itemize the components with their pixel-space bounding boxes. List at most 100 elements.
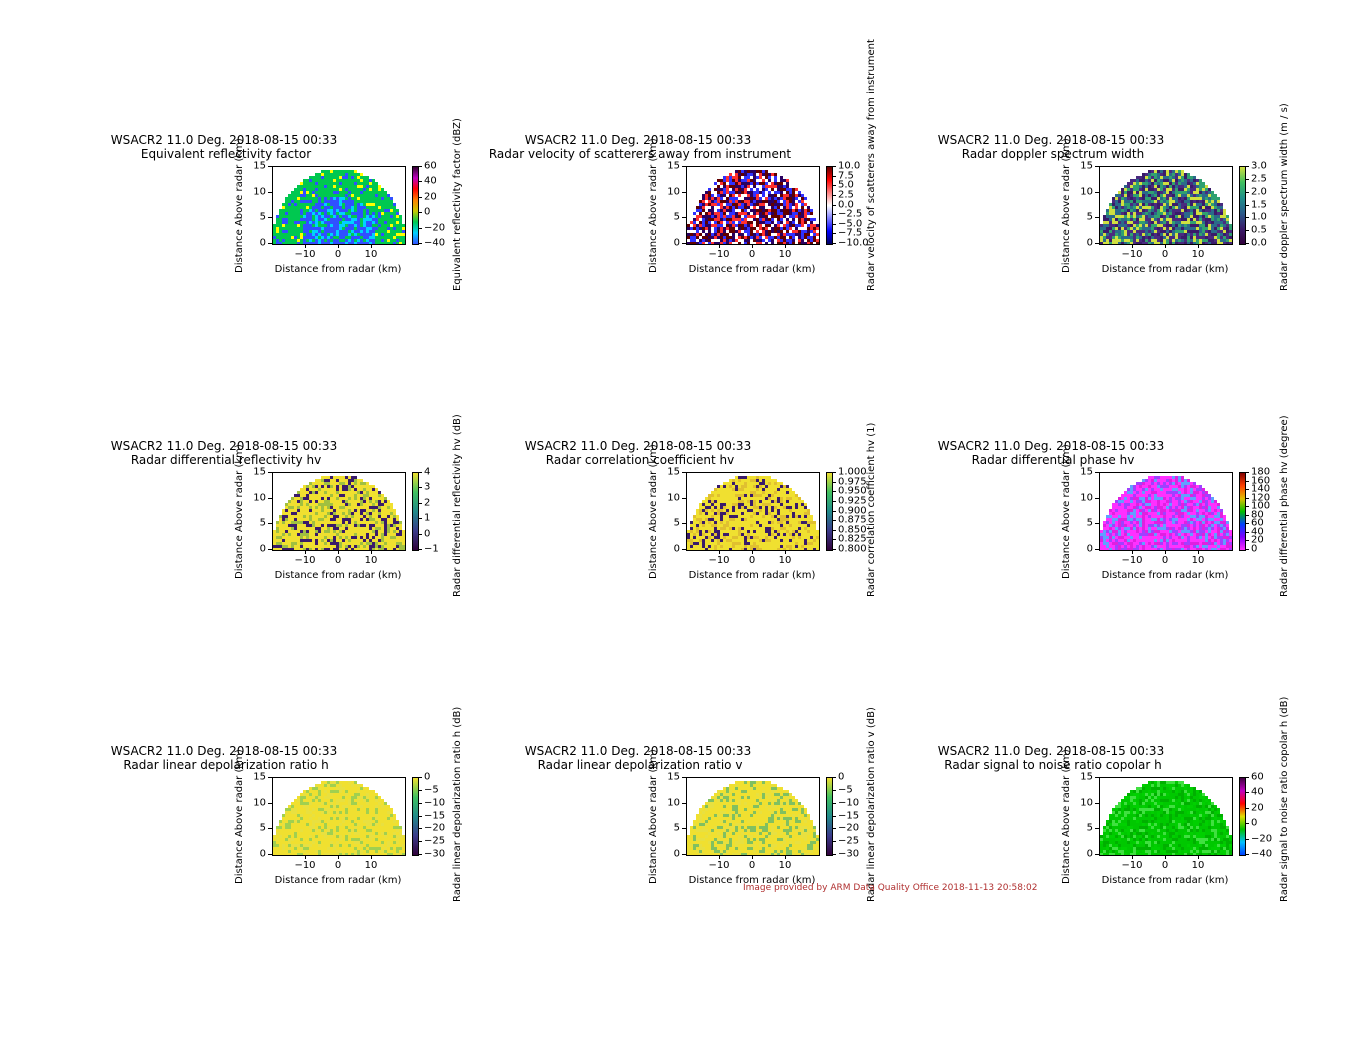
x-tick-mark xyxy=(1165,550,1166,554)
colorbar-tick-mark xyxy=(1246,489,1249,490)
x-tick-label: 10 xyxy=(779,249,792,260)
radar-scan-image xyxy=(1100,778,1232,855)
x-tick-label: 0 xyxy=(1162,249,1168,260)
x-tick-mark xyxy=(785,855,786,859)
y-tick-label: 15 xyxy=(656,772,680,783)
x-tick-label: 10 xyxy=(365,249,378,260)
x-tick-label: −10 xyxy=(708,249,729,260)
y-tick-label: 5 xyxy=(242,518,266,529)
colorbar-tick-mark xyxy=(1246,515,1249,516)
x-tick-mark xyxy=(785,244,786,248)
y-tick-label: 5 xyxy=(1069,823,1093,834)
y-tick-label: 10 xyxy=(242,492,266,503)
x-tick-label: 0 xyxy=(1162,555,1168,566)
colorbar-tick-label: −20 xyxy=(1251,833,1272,844)
x-tick-label: 0 xyxy=(749,249,755,260)
heatmap-plot-area xyxy=(272,166,406,245)
panel-subtitle: Radar differential phase hv xyxy=(972,453,1135,467)
panel-title: WSACR2 11.0 Deg. 2018-08-15 00:33 xyxy=(938,439,1164,453)
colorbar-label: Radar doppler spectrum width (m / s) xyxy=(1279,103,1290,291)
x-tick-label: 0 xyxy=(1162,860,1168,871)
colorbar-tick-mark xyxy=(1246,481,1249,482)
panel-title: WSACR2 11.0 Deg. 2018-08-15 00:33 xyxy=(938,744,1164,758)
x-tick-mark xyxy=(752,244,753,248)
y-axis-label: Distance Above radar (km) xyxy=(1061,138,1072,273)
x-tick-label: −10 xyxy=(294,860,315,871)
heatmap-plot-area xyxy=(1099,777,1233,856)
y-tick-mark xyxy=(1095,243,1099,244)
radar-scan-image xyxy=(1100,167,1232,244)
panel-subtitle: Radar linear depolarization ratio v xyxy=(538,758,743,772)
y-tick-label: 5 xyxy=(656,823,680,834)
colorbar-tick-mark xyxy=(1246,854,1249,855)
colorbar-tick-mark xyxy=(1246,506,1249,507)
x-tick-label: 0 xyxy=(749,860,755,871)
x-axis-label: Distance from radar (km) xyxy=(689,264,816,275)
y-tick-mark xyxy=(268,523,272,524)
radar-scan-image xyxy=(687,778,819,855)
y-tick-label: 10 xyxy=(242,186,266,197)
panel-title: WSACR2 11.0 Deg. 2018-08-15 00:33 xyxy=(525,439,751,453)
x-tick-mark xyxy=(1132,244,1133,248)
colorbar-tick-mark xyxy=(1246,472,1249,473)
y-tick-label: 10 xyxy=(656,186,680,197)
colorbar xyxy=(1239,472,1246,551)
x-tick-mark xyxy=(719,855,720,859)
y-tick-label: 5 xyxy=(242,823,266,834)
colorbar-tick-label: 0 xyxy=(1251,818,1257,829)
colorbar-tick-mark xyxy=(1246,540,1249,541)
y-axis-label: Distance Above radar (km) xyxy=(648,749,659,884)
colorbar-tick-label: 0.5 xyxy=(1251,225,1267,236)
y-tick-label: 10 xyxy=(242,797,266,808)
colorbar-tick-mark xyxy=(1246,823,1249,824)
y-tick-mark xyxy=(1095,828,1099,829)
x-tick-label: 10 xyxy=(1192,860,1205,871)
heatmap-plot-area xyxy=(1099,472,1233,551)
y-tick-label: 10 xyxy=(656,797,680,808)
panel-title: WSACR2 11.0 Deg. 2018-08-15 00:33 xyxy=(525,133,751,147)
y-tick-mark xyxy=(1095,777,1099,778)
y-tick-mark xyxy=(682,192,686,193)
y-tick-mark xyxy=(682,243,686,244)
x-axis-label: Distance from radar (km) xyxy=(1102,264,1229,275)
y-tick-mark xyxy=(1095,166,1099,167)
y-tick-label: 10 xyxy=(1069,492,1093,503)
panel-subtitle: Radar linear depolarization ratio h xyxy=(123,758,328,772)
y-tick-label: 10 xyxy=(1069,797,1093,808)
colorbar xyxy=(1239,166,1246,245)
y-tick-mark xyxy=(1095,854,1099,855)
y-axis-label: Distance Above radar (km) xyxy=(1061,749,1072,884)
y-axis-label: Distance Above radar (km) xyxy=(1061,444,1072,579)
y-tick-label: 10 xyxy=(656,492,680,503)
colorbar-tick-mark xyxy=(1246,549,1249,550)
x-tick-label: 0 xyxy=(749,555,755,566)
x-tick-label: 10 xyxy=(779,860,792,871)
heatmap-plot-area xyxy=(1099,166,1233,245)
x-tick-label: −10 xyxy=(294,249,315,260)
colorbar-tick-label: 2.0 xyxy=(1251,186,1267,197)
colorbar-tick-mark xyxy=(1246,205,1249,206)
x-tick-mark xyxy=(371,855,372,859)
colorbar-label: Radar signal to noise ratio copolar h (d… xyxy=(1279,697,1290,902)
credit-text: Image provided by ARM Data Quality Offic… xyxy=(743,883,1037,893)
y-tick-label: 15 xyxy=(1069,467,1093,478)
y-tick-mark xyxy=(1095,192,1099,193)
y-tick-label: 15 xyxy=(656,161,680,172)
y-tick-mark xyxy=(1095,498,1099,499)
y-tick-mark xyxy=(268,498,272,499)
x-tick-mark xyxy=(752,550,753,554)
panel-title: WSACR2 11.0 Deg. 2018-08-15 00:33 xyxy=(938,133,1164,147)
colorbar-tick-label: −40 xyxy=(1251,849,1272,860)
colorbar-tick-mark xyxy=(1246,243,1249,244)
panel-subtitle: Radar doppler spectrum width xyxy=(962,147,1144,161)
colorbar-tick-mark xyxy=(1246,808,1249,809)
y-tick-label: 5 xyxy=(242,212,266,223)
heatmap-plot-area xyxy=(686,472,820,551)
colorbar-tick-mark xyxy=(1246,523,1249,524)
x-axis-label: Distance from radar (km) xyxy=(1102,875,1229,886)
x-tick-mark xyxy=(305,244,306,248)
